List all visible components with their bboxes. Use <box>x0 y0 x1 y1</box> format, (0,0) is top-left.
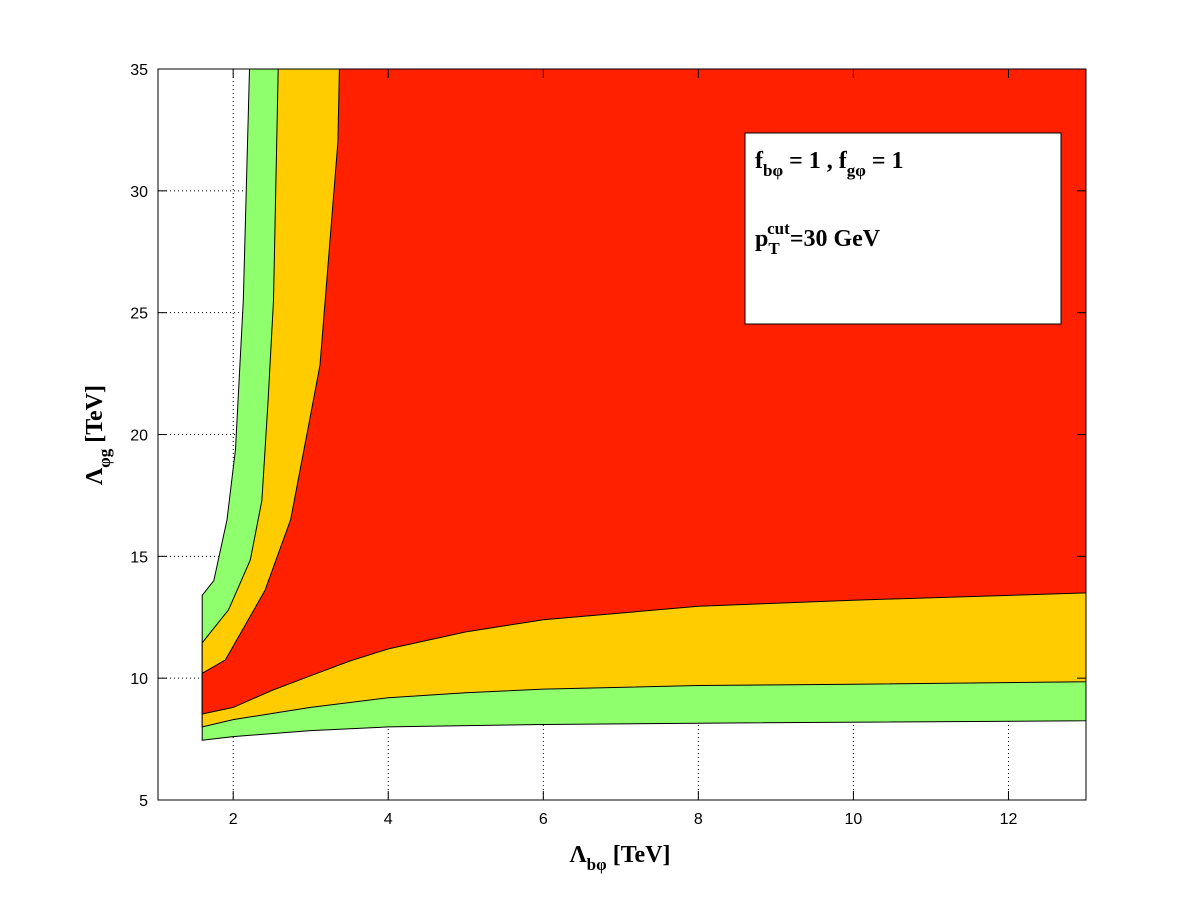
y-tick-label: 5 <box>139 793 148 810</box>
x-tick-label: 8 <box>694 811 703 828</box>
y-tick-label: 10 <box>130 671 148 688</box>
x-tick-label: 6 <box>539 811 548 828</box>
y-axis-label: Λφg [TeV] <box>82 385 114 485</box>
x-tick-label: 12 <box>1000 811 1018 828</box>
annotation: pTcut=30 GeV <box>755 219 881 258</box>
y-tick-label: 25 <box>130 306 148 323</box>
annotation-box <box>744 132 1062 325</box>
x-tick-label: 2 <box>229 811 238 828</box>
x-tick-label: 10 <box>845 811 863 828</box>
annotation: fbφ = 1 , fgφ = 1 <box>755 148 904 180</box>
y-tick-label: 15 <box>130 549 148 566</box>
y-tick-label: 35 <box>130 62 148 79</box>
y-tick-label: 30 <box>130 184 148 201</box>
axes: 2 4 6 8 10 12 5 10 15 20 25 30 35 <box>130 62 1087 828</box>
plot-frame <box>157 68 1087 801</box>
x-tick-label: 4 <box>384 811 393 828</box>
y-tick-label: 20 <box>130 428 148 445</box>
x-axis-label: Λbφ [TeV] <box>569 842 670 874</box>
